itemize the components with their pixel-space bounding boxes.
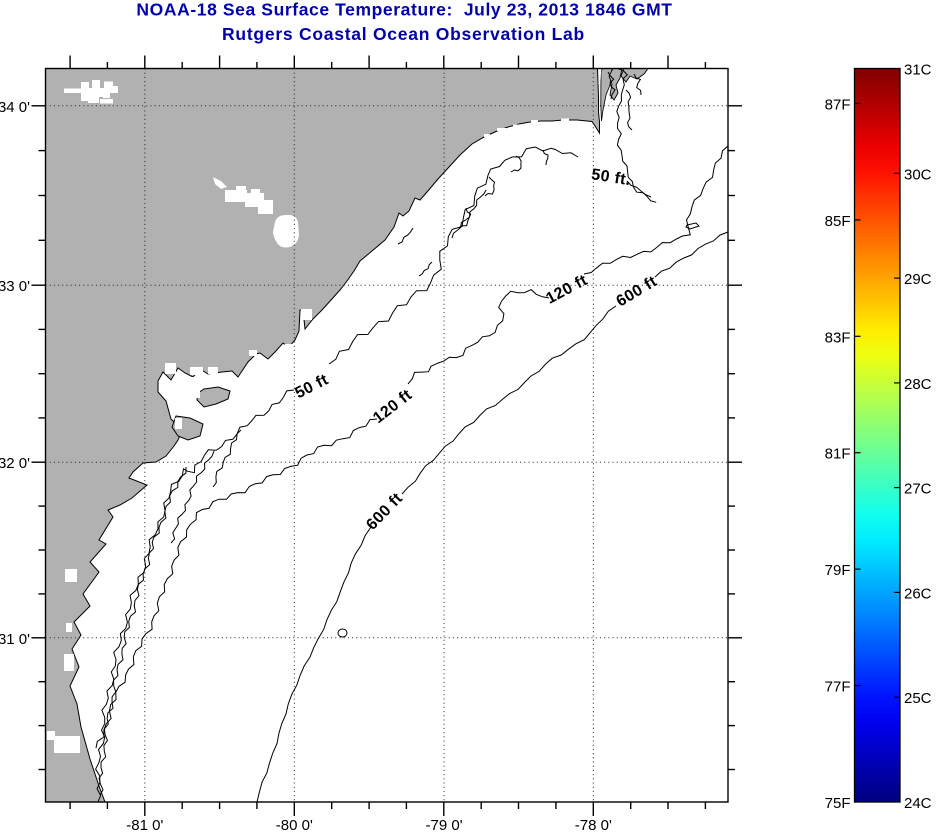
- svg-text:87F: 87F: [825, 96, 851, 113]
- svg-text:25C: 25C: [904, 690, 932, 707]
- svg-text:NOAA-18 Sea Surface Temperatur: NOAA-18 Sea Surface Temperature: July 23…: [136, 0, 672, 19]
- svg-text:50 ft.: 50 ft.: [590, 166, 632, 189]
- svg-text:-79 0': -79 0': [426, 817, 463, 832]
- svg-text:Rutgers Coastal Ocean Observat: Rutgers Coastal Ocean Observation Lab: [222, 24, 585, 44]
- svg-text:-81 0': -81 0': [126, 817, 163, 832]
- svg-text:75F: 75F: [825, 795, 851, 812]
- svg-text:31 0': 31 0': [0, 631, 30, 648]
- svg-text:27C: 27C: [904, 481, 932, 498]
- svg-text:26C: 26C: [904, 585, 932, 602]
- svg-text:30C: 30C: [904, 166, 932, 183]
- svg-text:83F: 83F: [825, 329, 851, 346]
- svg-text:77F: 77F: [825, 679, 851, 696]
- svg-text:29C: 29C: [904, 271, 932, 288]
- svg-text:-80 0': -80 0': [276, 817, 313, 832]
- svg-text:79F: 79F: [825, 562, 851, 579]
- svg-text:32 0': 32 0': [0, 455, 30, 472]
- svg-text:28C: 28C: [904, 376, 932, 393]
- svg-text:85F: 85F: [825, 213, 851, 230]
- svg-text:33 0': 33 0': [0, 278, 30, 295]
- svg-text:81F: 81F: [825, 446, 851, 463]
- svg-text:34 0': 34 0': [0, 99, 30, 116]
- svg-text:31C: 31C: [904, 62, 932, 79]
- svg-text:24C: 24C: [904, 795, 932, 812]
- svg-text:-78 0': -78 0': [575, 817, 612, 832]
